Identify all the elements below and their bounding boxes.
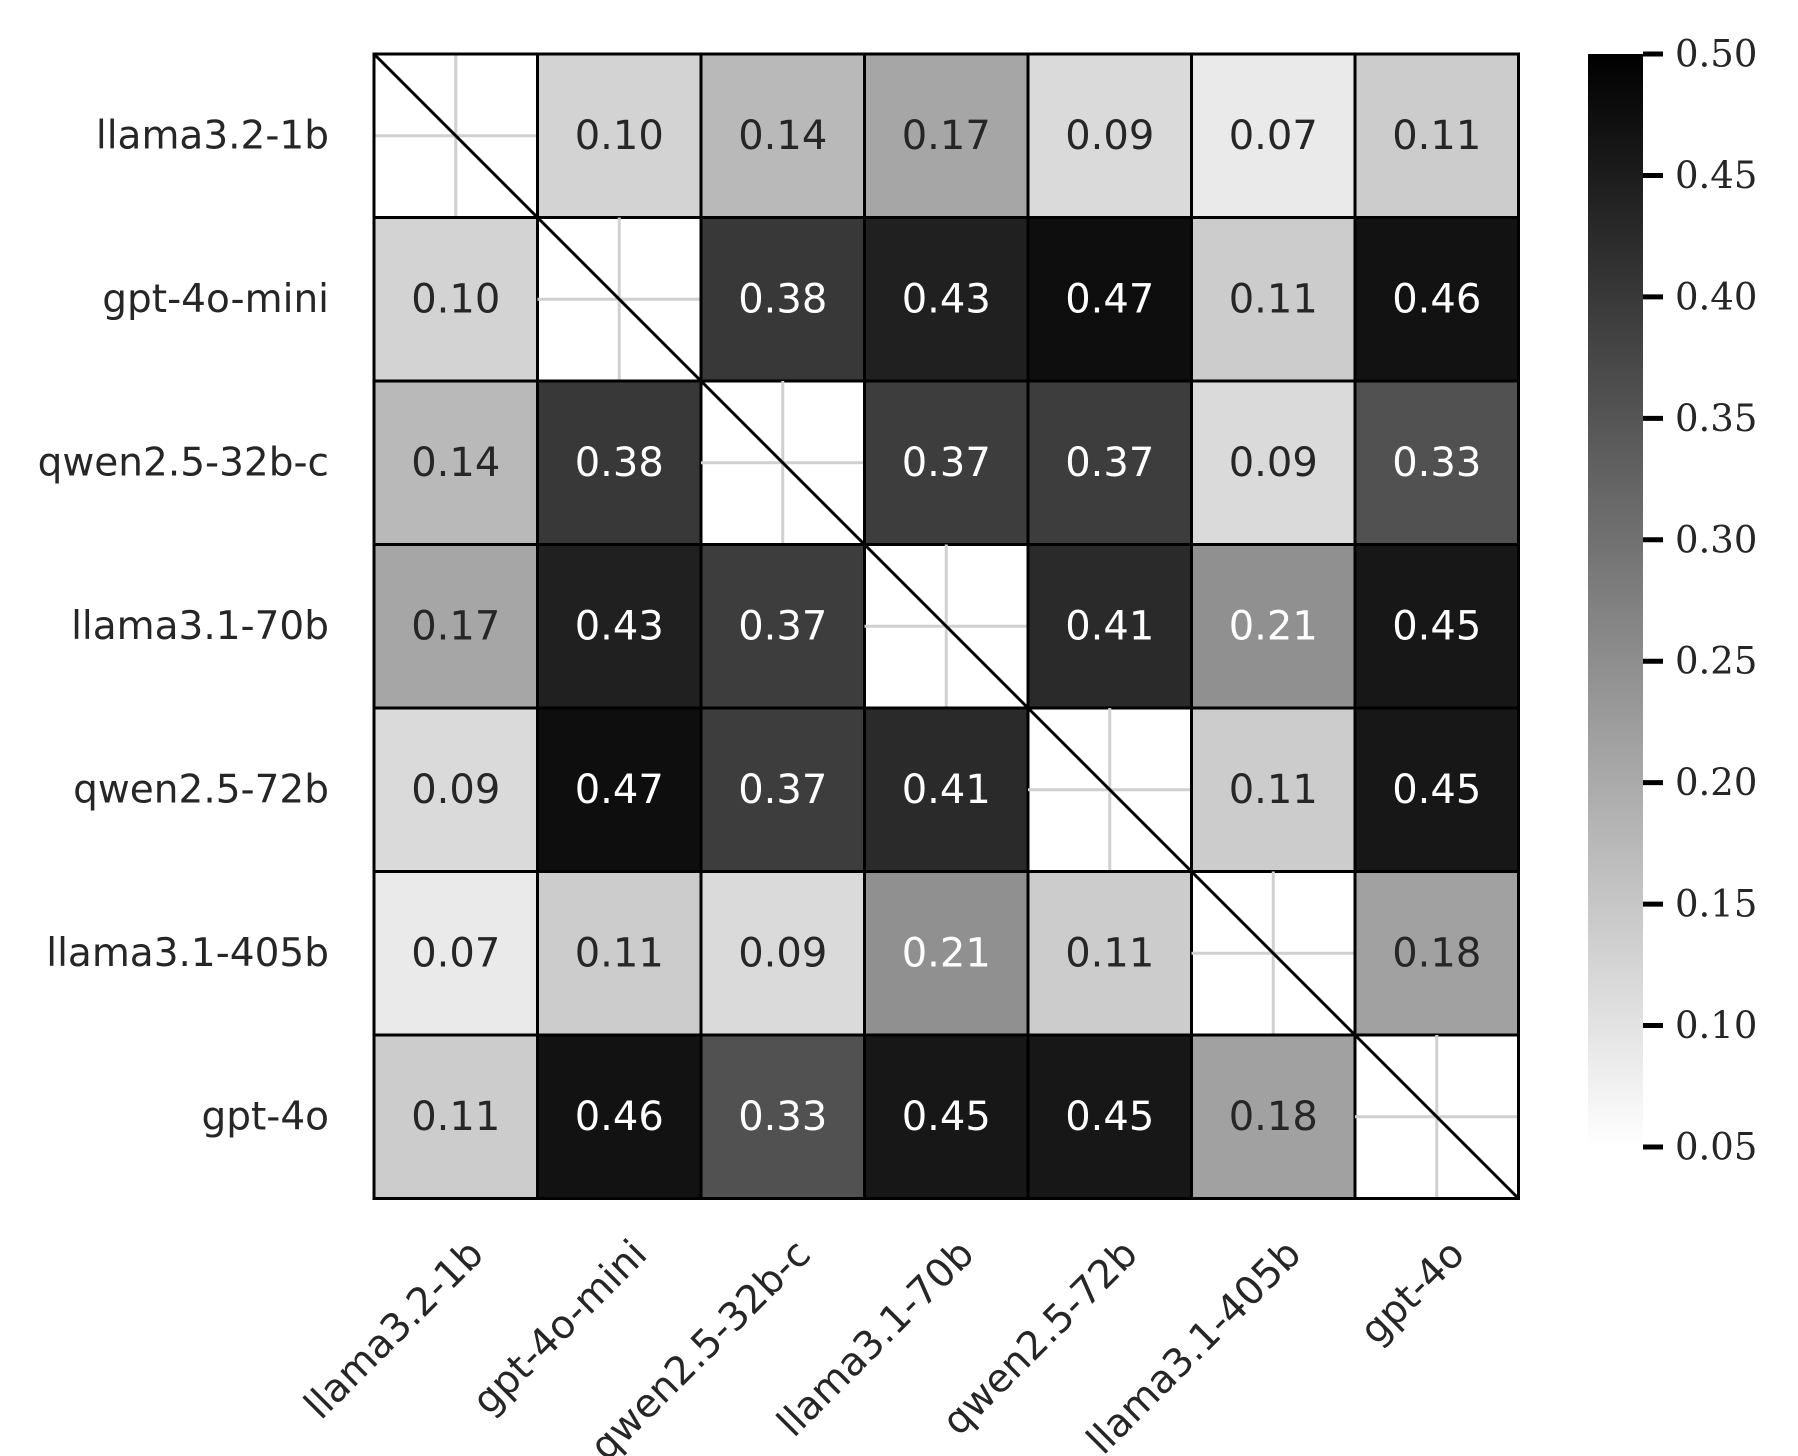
heatmap-cell <box>1353 870 1520 1037</box>
heatmap-cell <box>863 379 1030 546</box>
heatmap-frame <box>372 52 1520 1200</box>
heatmap-cell <box>863 1033 1030 1200</box>
heatmap-cell-value: 0.38 <box>575 440 664 486</box>
column-label: llama3.2-1b <box>296 1232 493 1429</box>
heatmap-cell <box>1353 216 1520 383</box>
heatmap-cell-value: 0.17 <box>411 603 500 649</box>
colorbar: 0.05 0.10 0.15 0.20 0.25 0.30 0.35 0.40 0.45 0.50 <box>1588 33 1757 1169</box>
heatmap-cell-value: 0.10 <box>575 113 664 159</box>
heatmap-cell-value: 0.18 <box>1229 1094 1318 1140</box>
colorbar-tick-label: 0.25 <box>1675 640 1757 683</box>
heatmap-cell-value: 0.07 <box>1229 113 1318 159</box>
heatmap-cell-value: 0.46 <box>1392 276 1481 322</box>
colorbar-tick-label: 0.05 <box>1675 1126 1757 1169</box>
heatmap-cell <box>863 216 1030 383</box>
heatmap-cell-value: 0.38 <box>738 276 827 322</box>
heatmap-cell-value: 0.14 <box>411 440 500 486</box>
heatmap-cell-value: 0.14 <box>738 113 827 159</box>
diagonal-slash <box>372 52 539 219</box>
heatmap-cell-value: 0.41 <box>1065 603 1154 649</box>
heatmap-cell-value: 0.11 <box>1229 767 1318 813</box>
heatmap-cell-value: 0.21 <box>1229 603 1318 649</box>
heatmap-cell-value: 0.37 <box>738 603 827 649</box>
colorbar-tick-label: 0.40 <box>1675 275 1757 318</box>
heatmap-cell-value: 0.17 <box>902 113 991 159</box>
diagonal-slash <box>699 379 866 546</box>
heatmap-cell-value: 0.45 <box>1392 603 1481 649</box>
heatmap-cell-value: 0.21 <box>902 930 991 976</box>
heatmap-cell <box>1353 379 1520 546</box>
row-label: gpt-4o <box>201 1094 329 1139</box>
diagonal-slash <box>1190 870 1357 1037</box>
heatmap-cell-value: 0.11 <box>411 1094 500 1140</box>
heatmap-cell <box>863 870 1030 1037</box>
heatmap-cell-value: 0.33 <box>738 1094 827 1140</box>
colorbar-tick-label: 0.10 <box>1675 1004 1757 1047</box>
heatmap-cell-value: 0.43 <box>575 603 664 649</box>
heatmap-cell-value: 0.46 <box>575 1094 664 1140</box>
heatmap-cells: 0.10 0.14 0.17 0.09 0.07 0.11 0.10 0.38 0.43 0.47… <box>372 52 1520 1200</box>
heatmap-cell-value: 0.10 <box>411 276 500 322</box>
diagonal-slash <box>1353 1033 1520 1200</box>
heatmap-cell-value: 0.07 <box>411 930 500 976</box>
heatmap-cell <box>1190 543 1357 710</box>
row-label: qwen2.5-32b-c <box>38 440 329 485</box>
colorbar-tick-label: 0.35 <box>1675 397 1757 440</box>
column-label: gpt-4o <box>1352 1232 1474 1354</box>
row-label: llama3.2-1b <box>96 113 329 158</box>
heatmap-cell-value: 0.33 <box>1392 440 1481 486</box>
heatmap-cell-value: 0.11 <box>575 930 664 976</box>
row-labels: llama3.2-1b gpt-4o-mini qwen2.5-32b-c llama… <box>38 113 329 1139</box>
heatmap-cell-value: 0.18 <box>1392 930 1481 976</box>
heatmap-cell-value: 0.41 <box>902 767 991 813</box>
diagonal-slash <box>1026 706 1193 873</box>
diagonal-slash <box>536 216 703 383</box>
heatmap-cell-value: 0.37 <box>1065 440 1154 486</box>
colorbar-gradient <box>1588 54 1643 1147</box>
heatmap-cell-value: 0.45 <box>1392 767 1481 813</box>
heatmap-cell-value: 0.09 <box>1065 113 1154 159</box>
heatmap-cell <box>863 706 1030 873</box>
row-label: gpt-4o-mini <box>102 277 329 322</box>
heatmap-cell <box>699 543 866 710</box>
heatmap-cell-value: 0.09 <box>411 767 500 813</box>
colorbar-tick-label: 0.20 <box>1675 761 1757 804</box>
heatmap-cell <box>536 870 703 1037</box>
heatmap-cell <box>1026 1033 1193 1200</box>
heatmap-cell-value: 0.09 <box>1229 440 1318 486</box>
heatmap-cell-value: 0.43 <box>902 276 991 322</box>
colorbar-tick-label: 0.30 <box>1675 518 1757 561</box>
heatmap-cell-value: 0.47 <box>575 767 664 813</box>
heatmap-cell-value: 0.11 <box>1229 276 1318 322</box>
heatmap-cell <box>699 216 866 383</box>
heatmap-cell <box>536 1033 703 1200</box>
heatmap-cell <box>699 1033 866 1200</box>
column-labels: llama3.2-1bgpt-4o-miniqwen2.5-32b-cllama… <box>296 1232 1474 1456</box>
colorbar-tick-label: 0.45 <box>1675 154 1757 197</box>
heatmap-cell-value: 0.45 <box>1065 1094 1154 1140</box>
diagonal-slash <box>863 543 1030 710</box>
colorbar-tick-label: 0.15 <box>1675 883 1757 926</box>
heatmap-cell-value: 0.45 <box>902 1094 991 1140</box>
heatmap-cell-value: 0.47 <box>1065 276 1154 322</box>
row-label: qwen2.5-72b <box>73 767 329 812</box>
heatmap-cell <box>1026 379 1193 546</box>
heatmap-cell-value: 0.11 <box>1065 930 1154 976</box>
row-label: llama3.1-405b <box>46 931 329 976</box>
heatmap-cell-value: 0.11 <box>1392 113 1481 159</box>
heatmap-cell <box>699 52 866 219</box>
heatmap-cell <box>1026 543 1193 710</box>
heatmap-cell <box>1353 706 1520 873</box>
colorbar-tick-label: 0.50 <box>1675 33 1757 76</box>
heatmap-cell-value: 0.37 <box>738 767 827 813</box>
heatmap-cell <box>1026 216 1193 383</box>
heatmap-cell-value: 0.37 <box>902 440 991 486</box>
heatmap-cell-value: 0.09 <box>738 930 827 976</box>
row-label: llama3.1-70b <box>71 604 329 649</box>
heatmap-cell <box>699 870 866 1037</box>
heatmap-cell <box>1190 216 1357 383</box>
